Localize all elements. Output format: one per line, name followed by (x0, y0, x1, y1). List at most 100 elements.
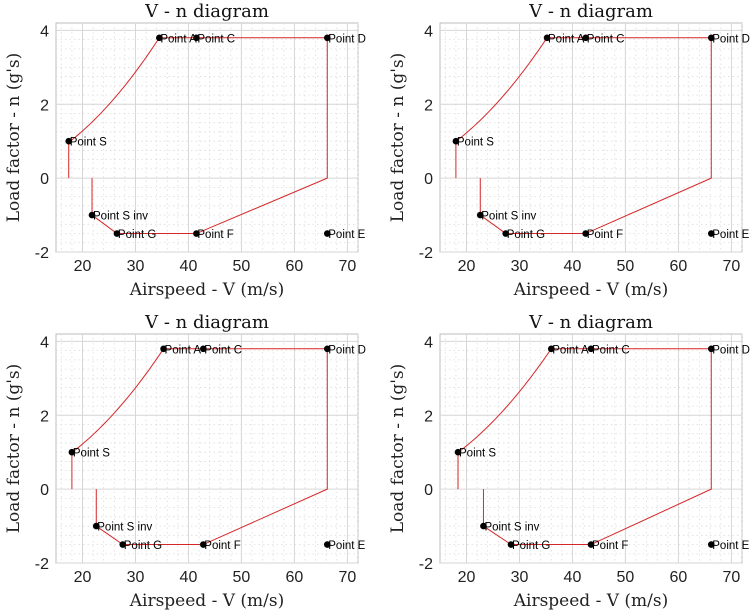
envelope-point-label: Point A (165, 344, 202, 356)
envelope-point-marker (199, 345, 207, 353)
envelope-point-marker (502, 230, 509, 237)
x-tick-label: 60 (286, 258, 304, 275)
envelope-point-marker (119, 541, 127, 548)
envelope-point-marker (582, 230, 590, 237)
envelope-point-label: Point E (712, 540, 749, 552)
envelope-point-label: Point F (204, 540, 240, 552)
envelope-point-marker (587, 345, 595, 353)
chart-title: V - n diagram (528, 312, 653, 333)
envelope-point-label: Point S inv (93, 211, 148, 223)
flight-envelope-line (455, 37, 712, 235)
y-tick-label: -2 (419, 556, 433, 573)
envelope-point-marker (88, 211, 96, 219)
envelope-point-marker (454, 448, 462, 456)
envelope-point-marker (476, 211, 484, 219)
envelope-point-label: Point S inv (484, 522, 539, 534)
envelope-point-label: Point C (197, 33, 235, 45)
x-tick-label: 20 (74, 569, 92, 586)
envelope-point-marker (543, 34, 551, 42)
envelope-point-marker (160, 345, 167, 353)
x-tick-label: 30 (511, 569, 529, 586)
x-axis-label: Airspeed - V (m/s) (129, 280, 285, 300)
x-tick-label: 20 (458, 569, 476, 586)
envelope-point-label: Point G (512, 540, 550, 552)
y-tick-label: 2 (424, 408, 433, 425)
minor-grid (56, 23, 359, 252)
vn-chart-2: 20 30 40 50 60 70 -2 0 2 4 V - n diagram Airspeed -… (388, 1, 750, 300)
vn-chart-1: 20 30 40 50 60 70 -2 0 2 4 V - n diagram Airspeed -… (4, 1, 366, 300)
minor-grid (440, 23, 743, 252)
envelope-point-marker (707, 345, 715, 353)
x-tick-label: 70 (339, 569, 357, 586)
envelope-point-marker (707, 541, 715, 548)
x-tick-label: 70 (723, 258, 741, 275)
envelope-point-marker (199, 541, 207, 548)
envelope-point-label: Point F (197, 229, 233, 241)
plot-area (439, 22, 743, 253)
envelope-point-label: Point S (73, 448, 110, 460)
x-tick-label: 40 (180, 258, 198, 275)
x-tick-label: 30 (127, 569, 145, 586)
envelope-point-label: Point A (552, 344, 589, 356)
envelope-point-marker (156, 34, 163, 42)
x-axis-label: Airspeed - V (m/s) (513, 591, 669, 611)
x-tick-label: 60 (670, 569, 688, 586)
x-axis-label: Airspeed - V (m/s) (129, 591, 285, 611)
x-tick-label: 70 (339, 258, 357, 275)
envelope-point-label: Point D (328, 344, 366, 356)
chart-title: V - n diagram (528, 1, 653, 22)
x-tick-label: 40 (180, 569, 198, 586)
y-tick-label: 2 (40, 408, 49, 425)
y-axis-label: Load factor - n (g's) (4, 364, 24, 534)
y-tick-label: 2 (424, 97, 433, 114)
chart-title: V - n diagram (144, 312, 269, 333)
y-tick-label: 4 (40, 23, 49, 40)
envelope-point-marker (92, 522, 100, 530)
x-tick-label: 50 (233, 569, 251, 586)
envelope-point-label: Point D (712, 33, 750, 45)
plot-area (439, 333, 743, 564)
y-tick-label: -2 (35, 245, 49, 262)
envelope-point-marker (68, 448, 76, 456)
envelope-point-marker (452, 137, 460, 145)
plot-area (55, 333, 359, 564)
envelope-point-label: Point C (592, 344, 630, 356)
envelope-point-marker (323, 345, 331, 353)
y-tick-label: 2 (40, 97, 49, 114)
envelope-point-label: Point S inv (97, 522, 152, 534)
envelope-point-marker (193, 230, 200, 237)
envelope-point-marker (323, 541, 331, 548)
envelope-point-label: Point A (160, 33, 197, 45)
envelope-point-marker (65, 137, 73, 145)
y-tick-label: -2 (419, 245, 433, 262)
x-tick-label: 30 (127, 258, 145, 275)
x-axis-label: Airspeed - V (m/s) (513, 280, 669, 300)
minor-grid (56, 334, 359, 563)
x-tick-label: 30 (511, 258, 529, 275)
envelope-point-marker (323, 230, 331, 237)
envelope-point-marker (507, 541, 515, 548)
y-tick-label: 4 (424, 334, 433, 351)
envelope-point-marker (480, 522, 487, 530)
envelope-point-label: Point C (204, 344, 242, 356)
envelope-point-label: Point F (587, 229, 623, 241)
envelope-point-label: Point G (124, 540, 162, 552)
y-tick-label: 4 (424, 23, 433, 40)
envelope-point-marker (323, 34, 331, 42)
flight-envelope-line (68, 37, 328, 235)
y-tick-label: 0 (40, 482, 49, 499)
y-axis-label: Load factor - n (g's) (4, 53, 24, 223)
envelope-point-label: Point S (459, 448, 496, 460)
envelope-point-marker (547, 345, 555, 353)
envelope-point-marker (707, 230, 715, 237)
x-tick-label: 60 (670, 258, 688, 275)
envelope-point-label: Point S (70, 137, 107, 149)
envelope-point-marker (113, 230, 121, 237)
envelope-point-marker (193, 34, 200, 42)
x-tick-label: 20 (458, 258, 476, 275)
x-tick-label: 70 (723, 569, 741, 586)
envelope-point-label: Point C (587, 33, 625, 45)
envelope-point-label: Point G (118, 229, 156, 241)
y-tick-label: -2 (35, 556, 49, 573)
